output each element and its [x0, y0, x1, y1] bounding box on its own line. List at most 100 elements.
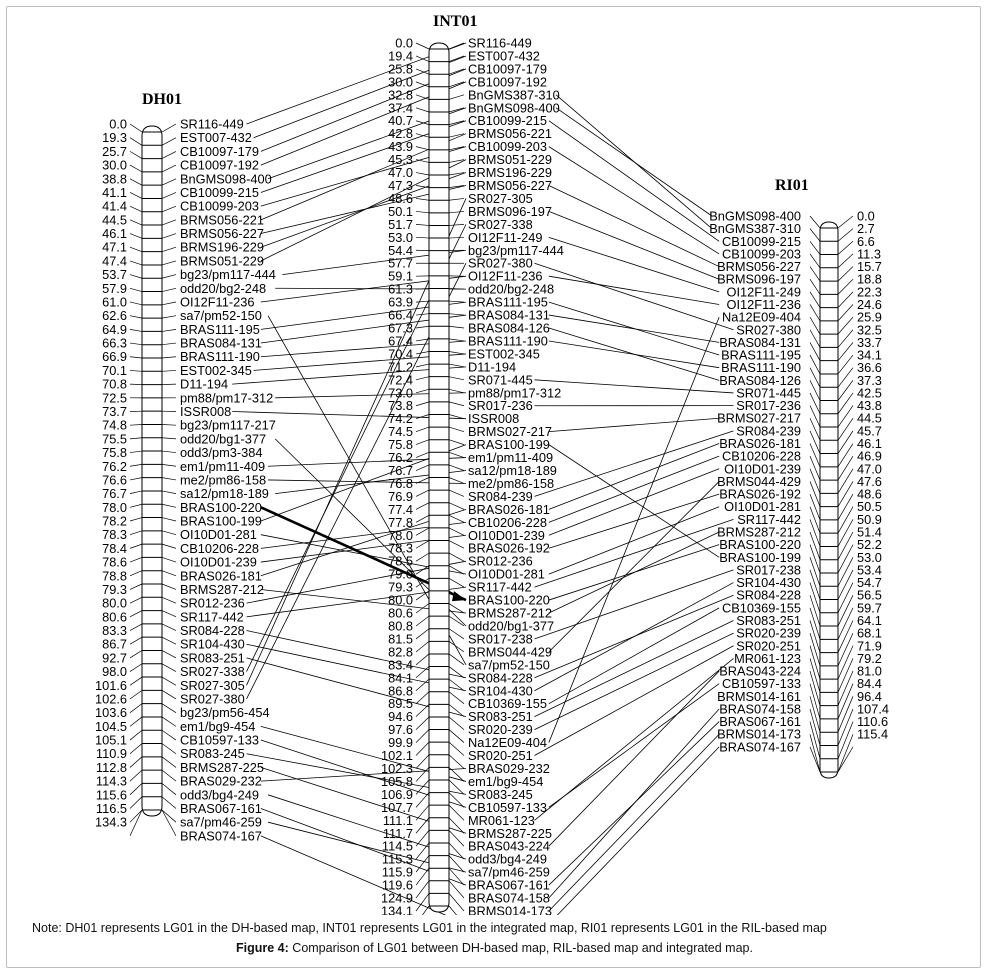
int-marker-bras043-224: BRAS043-224 [468, 839, 550, 854]
ri-position-label: 50.9 [857, 512, 882, 527]
int-ri-connector-bras074-167 [556, 746, 720, 915]
dh-fan-line [129, 809, 143, 837]
dh-marker-bg23-pm117-217: bg23/pm117-217 [180, 418, 276, 433]
dh-fan-line [129, 716, 143, 727]
dh-fan-line [161, 205, 177, 213]
int-marker-brms056-221: BRMS056-221 [468, 126, 552, 141]
int-marker-odd3-bg4-249: odd3/bg4-249 [468, 852, 547, 867]
int-fan-line [448, 107, 465, 113]
dh-fan-line [129, 137, 143, 146]
int-fan-line [448, 94, 465, 100]
ri-fan-line [809, 405, 821, 428]
ri-marker-sr083-251: SR083-251 [736, 613, 801, 628]
dh-fan-line [129, 464, 143, 467]
dh-fan-line [129, 729, 143, 741]
ri-fan-line [809, 354, 821, 375]
ri-marker-oi10d01-239: OI10D01-239 [724, 461, 801, 476]
ri-fan-line [809, 342, 821, 361]
dh-marker-bras084-131: BRAS084-131 [180, 336, 262, 351]
dh-fan-line [161, 490, 177, 494]
int-fan-line [415, 792, 430, 808]
int-position-label: 99.9 [388, 735, 413, 750]
int-fan-line [448, 489, 465, 497]
int-fan-line [448, 804, 465, 821]
dh-fan-line [161, 796, 177, 809]
int-position-label: 47.0 [388, 165, 413, 180]
ri-fan-line [837, 645, 854, 680]
int-fan-line [448, 552, 465, 562]
ri-position-label: 110.6 [857, 714, 888, 729]
int-fan-line [415, 68, 430, 75]
dh-fan-line [161, 450, 177, 453]
int-marker-sr084-228: SR084-228 [468, 670, 533, 685]
ri-position-label: 52.2 [857, 537, 882, 552]
dh-marker-cb10099-203: CB10099-203 [180, 199, 259, 214]
figure-frame [6, 6, 981, 968]
ri-marker-bngms098-400: BnGMS098-400 [709, 209, 801, 224]
dh-marker-sa12-pm18-189: sa12/pm18-189 [180, 486, 269, 501]
dh-position-label: 86.7 [102, 637, 127, 652]
dh-marker-sr083-245: SR083-245 [180, 746, 245, 761]
int-ri-connector-sr020-251 [534, 645, 734, 756]
dh-marker-bras100-220: BRAS100-220 [180, 500, 262, 515]
int-marker-brms014-173: BRMS014-173 [468, 903, 552, 915]
int-fan-line [415, 691, 430, 704]
int-position-label: 32.8 [388, 87, 413, 102]
dh-position-label: 44.5 [102, 212, 127, 227]
ri-fan-line [837, 481, 854, 507]
int-marker-d11-194: D11-194 [468, 359, 516, 374]
int-position-label: 134.1 [381, 903, 413, 915]
dh-marker-sa7-pm52-150: sa7/pm52-150 [180, 308, 262, 323]
int-fan-line [415, 363, 430, 368]
ri-marker-cb10099-203: CB10099-203 [722, 246, 801, 261]
ri-marker-mr061-123: MR061-123 [734, 651, 801, 666]
dh-fan-line [161, 274, 177, 279]
int-fan-line [448, 855, 465, 873]
int-fan-line [415, 107, 430, 113]
dh-int-connector-issr008 [232, 411, 467, 420]
int-fan-line [415, 552, 430, 562]
ri-marker-cb10206-228: CB10206-228 [722, 449, 801, 464]
int-fan-line [415, 880, 430, 899]
int-marker-cb10099-203: CB10099-203 [468, 139, 547, 154]
dh-position-label: 112.8 [96, 760, 127, 775]
int-position-label: 115.9 [382, 865, 413, 880]
int-position-label: 67.4 [388, 333, 413, 348]
dh-marker-brms287-225: BRMS287-225 [180, 760, 264, 775]
int-position-label: 25.8 [388, 61, 413, 76]
int-position-label: 37.4 [388, 100, 413, 115]
int-marker-issr008: ISSR008 [468, 411, 519, 426]
ri-fan-line [837, 595, 854, 627]
ri-position-label: 18.8 [857, 272, 882, 287]
dh-marker-brms196-229: BRMS196-229 [180, 240, 264, 255]
int-marker-cb10597-133: CB10597-133 [468, 800, 547, 815]
dh-marker-bras100-199: BRAS100-199 [180, 514, 262, 529]
int-position-label: 75.8 [388, 437, 413, 452]
ri-marker-oi12f11-236: OI12F11-236 [727, 297, 801, 312]
ri-position-label: 6.6 [857, 234, 875, 249]
int-position-label: 105.8 [381, 774, 413, 789]
int-position-label: 94.6 [388, 709, 413, 724]
dh-fan-line [129, 450, 143, 453]
ri-fan-line [809, 367, 821, 388]
dh-fan-line [161, 192, 177, 199]
ri-fan-line [809, 531, 821, 560]
dh-marker-est002-345: EST002-345 [180, 363, 252, 378]
dh-marker-cb10597-133: CB10597-133 [180, 733, 259, 748]
int-fan-line [415, 133, 430, 138]
ri-fan-line [837, 607, 854, 640]
ri-position-label: 51.4 [857, 525, 882, 540]
int-fan-line [415, 414, 430, 420]
dh-position-label: 79.3 [102, 582, 127, 597]
int-position-label: 81.5 [388, 631, 413, 646]
int-fan-line [448, 388, 465, 394]
int-fan-line [415, 565, 430, 575]
int-fan-line [415, 502, 430, 510]
int-fan-line [448, 133, 465, 138]
int-fan-line [415, 159, 430, 163]
ri-marker-bras111-190: BRAS111-190 [721, 360, 801, 375]
dh-fan-line [161, 729, 177, 741]
dh-position-label: 101.6 [95, 678, 127, 693]
dh-position-label: 66.3 [102, 336, 127, 351]
ri-marker-brms014-173: BRMS014-173 [717, 727, 801, 742]
